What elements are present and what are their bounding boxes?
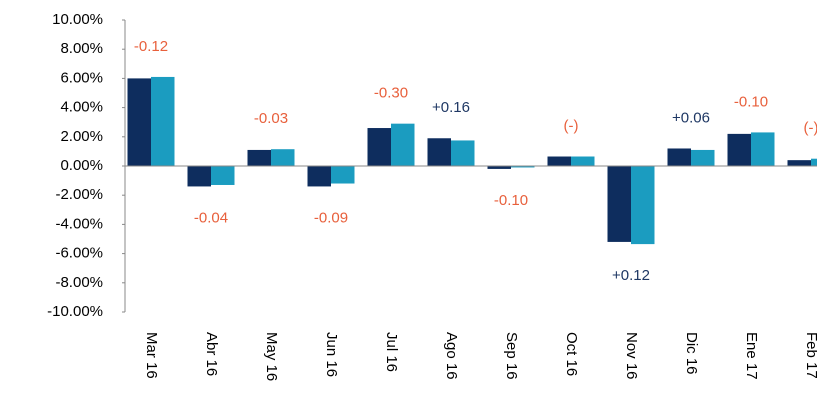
- bar: [547, 156, 571, 166]
- bar: [367, 128, 391, 166]
- bar: [787, 160, 811, 166]
- y-tick-label: 4.00%: [60, 99, 103, 116]
- x-tick-label: Abr 16: [203, 332, 220, 376]
- bar: [607, 166, 631, 242]
- bar: [751, 132, 775, 166]
- bar: [571, 156, 595, 166]
- y-tick-label: 0.00%: [60, 157, 103, 174]
- y-tick-label: -2.00%: [55, 186, 103, 203]
- y-tick-label: 6.00%: [60, 69, 103, 86]
- bar: [727, 133, 751, 166]
- annotation: (-): [804, 120, 817, 137]
- annotation: (-): [564, 117, 579, 134]
- y-tick-label: -4.00%: [55, 215, 103, 232]
- bar: [211, 166, 235, 185]
- bar: [271, 149, 295, 166]
- annotation: -0.09: [314, 209, 348, 226]
- y-tick-label: -10.00%: [47, 303, 103, 320]
- bar: [307, 166, 331, 187]
- x-tick-label: Ene 17: [743, 332, 760, 380]
- bar: [811, 158, 817, 166]
- annotation: -0.30: [374, 85, 408, 102]
- annotation: -0.12: [134, 38, 168, 55]
- x-tick-label: Jul 16: [383, 332, 400, 372]
- x-tick-label: Oct 16: [563, 332, 580, 376]
- bar: [691, 149, 715, 166]
- bar: [427, 138, 451, 166]
- x-tick-label: Sep 16: [503, 332, 520, 380]
- x-tick-label: Nov 16: [623, 332, 640, 380]
- x-tick-label: Ago 16: [443, 332, 460, 380]
- annotation: -0.04: [194, 209, 228, 226]
- bar: [451, 140, 475, 166]
- bar: [127, 78, 151, 166]
- x-tick-label: Dic 16: [683, 332, 700, 375]
- annotation: +0.16: [432, 99, 470, 116]
- annotation: -0.03: [254, 110, 288, 127]
- annotation: -0.10: [494, 192, 528, 209]
- x-tick-label: Feb 17: [803, 332, 817, 379]
- bar: [187, 166, 211, 187]
- bar: [391, 123, 415, 166]
- bar: [331, 166, 355, 184]
- x-tick-label: May 16: [263, 332, 280, 381]
- annotation: +0.06: [672, 109, 710, 126]
- y-tick-label: 8.00%: [60, 40, 103, 57]
- bar: [151, 76, 175, 166]
- y-tick-label: -8.00%: [55, 274, 103, 291]
- x-tick-label: Mar 16: [143, 332, 160, 379]
- bar: [631, 166, 655, 245]
- bar: [511, 166, 535, 168]
- bar: [667, 148, 691, 166]
- annotation: -0.10: [734, 93, 768, 110]
- bar: [247, 149, 271, 166]
- y-tick-label: 2.00%: [60, 128, 103, 145]
- bar: [487, 166, 511, 169]
- y-tick-label: 10.00%: [52, 11, 103, 28]
- annotation: +0.12: [612, 267, 650, 284]
- y-tick-label: -6.00%: [55, 245, 103, 262]
- x-tick-label: Jun 16: [323, 332, 340, 377]
